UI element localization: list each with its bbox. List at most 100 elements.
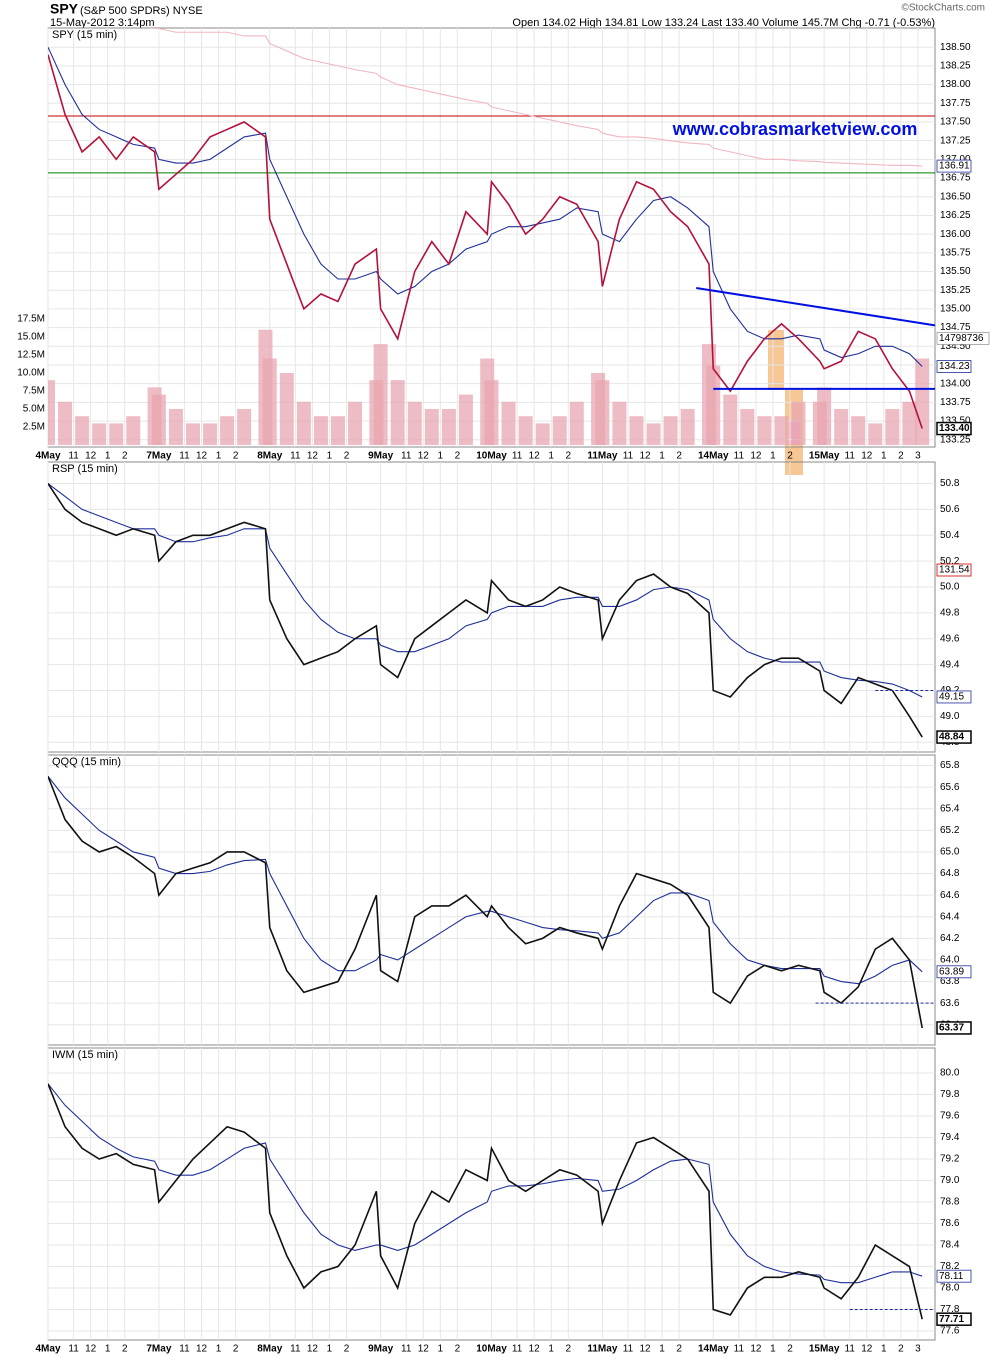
x-tick-label: 12	[861, 1344, 873, 1355]
price-tag-box	[936, 421, 972, 436]
volume-bar	[552, 416, 567, 445]
price-line	[48, 1083, 923, 1320]
trendline	[696, 286, 936, 327]
x-tick-label: 12	[529, 451, 541, 462]
credit: ©StockCharts.com	[901, 3, 985, 14]
price-tag: 136.91	[939, 161, 970, 172]
volume-bar	[262, 358, 277, 445]
volume-bar	[774, 416, 789, 445]
x-tick-label: 1	[216, 451, 222, 462]
x-tick-label: 11	[290, 451, 301, 462]
x-tick-label: 1	[327, 451, 333, 462]
x-tick-label: 12	[196, 451, 208, 462]
highlight	[768, 330, 784, 390]
volume-bar	[58, 401, 73, 445]
y-tick-label: 78.0	[940, 1283, 960, 1294]
price-tag: 49.15	[939, 692, 964, 703]
volume-bar	[868, 423, 883, 445]
x-tick-label: 2	[787, 451, 793, 462]
x-tick-label: 11	[512, 1344, 523, 1355]
x-tick-label: 2	[344, 451, 350, 462]
y-tick-label: 138.25	[940, 61, 971, 72]
x-tick-label: 11	[179, 451, 190, 462]
y2-tick-label: 5.0M	[23, 404, 45, 415]
y-tick-label: 65.2	[940, 825, 960, 836]
x-tick-label: 9May	[368, 1344, 393, 1355]
x-tick-label: 2	[565, 1344, 571, 1355]
y-tick-label: 64.4	[940, 911, 960, 922]
volume-bar	[723, 394, 738, 445]
y-tick-label: 63.6	[940, 998, 960, 1009]
x-tick-label: 11	[623, 451, 634, 462]
y-tick-label: 80.0	[940, 1068, 960, 1079]
price-line	[48, 776, 923, 985]
volume-bar	[373, 344, 388, 445]
x-tick-label: 2	[898, 451, 904, 462]
volume-bar	[484, 380, 499, 445]
volume-bar	[885, 408, 900, 445]
plot-area	[48, 776, 923, 1029]
x-tick-label: 2	[233, 451, 239, 462]
y-tick-label: 78.8	[940, 1197, 960, 1208]
y-tick-label: 137.25	[940, 135, 971, 146]
volume-bar	[407, 401, 422, 445]
price-tag: 78.11	[939, 1271, 964, 1282]
y-tick-label: 65.0	[940, 847, 960, 858]
x-tick-label: 2	[122, 1344, 128, 1355]
y-tick-label: 138.00	[940, 79, 971, 90]
volume-bar	[424, 408, 439, 445]
y-tick-label: 134.00	[940, 378, 971, 389]
y-tick-label: 49.6	[940, 633, 960, 644]
volume-bar	[237, 408, 252, 445]
y-tick-label: 133.75	[940, 397, 971, 408]
y-tick-label: 133.25	[940, 434, 971, 445]
volume-bar	[595, 380, 610, 445]
y-tick-label: 134.50	[940, 341, 971, 352]
price-line	[48, 1083, 923, 1284]
plot-area	[48, 483, 923, 738]
volume-bar	[348, 401, 363, 445]
x-tick-label: 4May	[35, 451, 60, 462]
x-tick-label: 8May	[257, 451, 282, 462]
x-tick-label: 15May	[809, 451, 840, 462]
volume-bar	[279, 372, 294, 445]
y-tick-label: 65.4	[940, 803, 960, 814]
x-tick-label: 14May	[698, 1344, 729, 1355]
y-tick-label: 79.6	[940, 1111, 960, 1122]
x-tick-label: 12	[85, 451, 97, 462]
x-tick-label: 12	[639, 1344, 651, 1355]
x-tick-label: 3	[915, 451, 921, 462]
price-tag: 134.23	[939, 361, 970, 372]
annotation: www.cobrasmarketview.com	[672, 119, 918, 139]
volume-bar	[390, 380, 405, 445]
price-tag-box	[936, 1269, 972, 1283]
x-tick-label: 11	[623, 1344, 634, 1355]
volume-bar	[75, 416, 90, 445]
x-tick-label: 8May	[257, 1344, 282, 1355]
panel-title: IWM (15 min)	[52, 1049, 118, 1061]
stray-tag: 131.54	[939, 565, 970, 576]
y-tick-label: 64.8	[940, 868, 960, 879]
volume-bar	[569, 401, 584, 445]
y-tick-label: 136.00	[940, 229, 971, 240]
x-tick-label: 12	[529, 1344, 541, 1355]
panel-title: RSP (15 min)	[52, 463, 118, 475]
x-tick-label: 11	[734, 1344, 745, 1355]
price-tag: 63.37	[939, 1023, 964, 1034]
volume-bar	[791, 401, 806, 445]
y-tick-label: 49.8	[940, 608, 960, 619]
y-tick-label: 77.8	[940, 1304, 960, 1315]
y-tick-label: 135.00	[940, 304, 971, 315]
x-tick-label: 2	[676, 451, 682, 462]
price-tag: 48.84	[939, 732, 964, 743]
y-tick-label: 78.4	[940, 1240, 960, 1251]
price-tag-box	[936, 690, 972, 704]
x-tick-label: 1	[881, 451, 887, 462]
volume-bar	[330, 416, 345, 445]
volume-bar	[663, 416, 678, 445]
volume-bar	[706, 365, 721, 445]
y-tick-label: 49.4	[940, 659, 960, 670]
y-tick-label: 79.2	[940, 1154, 960, 1165]
x-tick-label: 12	[85, 1344, 97, 1355]
volume-bar	[441, 408, 456, 445]
